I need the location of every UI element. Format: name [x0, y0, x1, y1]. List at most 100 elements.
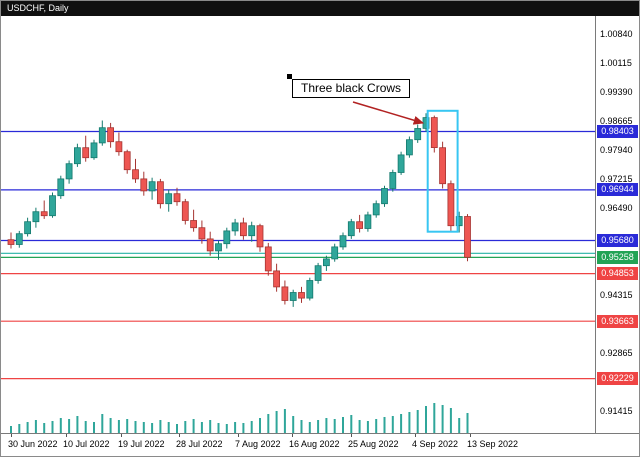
price-tick-label: 0.91415 — [600, 406, 633, 417]
volume-bar — [242, 423, 245, 433]
volume-bar — [259, 418, 261, 433]
volume-bar — [76, 416, 79, 433]
candle-body — [98, 127, 106, 144]
price-level-badge: 0.95258 — [597, 250, 638, 264]
volume-bar — [217, 423, 220, 433]
volume-bar — [167, 422, 170, 433]
candle-body — [24, 221, 32, 235]
chart-plot-area[interactable]: Three black Crows — [1, 16, 595, 433]
time-tick — [66, 434, 67, 437]
volume-bar — [51, 421, 54, 433]
volume-bar — [200, 422, 203, 433]
candle-body — [264, 246, 272, 272]
volume-bar — [375, 419, 378, 433]
price-tick-label: 0.97215 — [600, 174, 633, 185]
candle-body — [148, 181, 156, 192]
candle-body — [215, 243, 222, 252]
volume-bar — [466, 413, 469, 433]
time-tick-label: 4 Sep 2022 — [412, 439, 459, 449]
volume-bar — [350, 415, 353, 433]
time-tick — [351, 434, 352, 437]
volume-bar — [142, 422, 145, 433]
candle-body — [347, 221, 355, 237]
candle-body — [123, 151, 131, 171]
candle-body — [156, 181, 164, 205]
candle-body — [82, 147, 90, 159]
price-axis[interactable]: 1.00840 1.00115 0.99390 0.98665 0.97940 0.972… — [595, 16, 639, 433]
price-tick-label: 0.97940 — [600, 145, 633, 156]
time-tick — [121, 434, 122, 437]
volume-bar — [308, 422, 311, 433]
candle-body — [314, 265, 322, 281]
candle-body — [389, 172, 397, 189]
candle-body — [464, 216, 471, 258]
volume-bar — [109, 418, 112, 433]
candle-body — [322, 258, 330, 267]
volume-bar — [18, 424, 21, 433]
candle-body — [306, 280, 314, 299]
price-level-badge: 0.92229 — [597, 372, 638, 386]
candle-body — [256, 225, 264, 248]
volume-bar — [283, 409, 286, 433]
candle-body — [455, 216, 463, 227]
candle-body — [439, 147, 447, 185]
time-axis[interactable]: 30 Jun 2022 10 Jul 2022 19 Jul 2022 28 Jul … — [1, 433, 639, 456]
candle-body — [397, 154, 405, 173]
candle-body — [447, 183, 455, 227]
volume-bar — [225, 424, 228, 433]
candle-body — [65, 163, 73, 180]
volume-bar — [84, 421, 87, 433]
price-level-badge: 0.98403 — [597, 125, 638, 139]
pattern-annotation[interactable]: Three black Crows — [292, 79, 411, 98]
volume-bar — [10, 426, 12, 433]
candles-group — [7, 113, 471, 307]
time-tick — [11, 434, 12, 437]
candle-body — [331, 246, 339, 260]
volume-bar — [425, 406, 427, 433]
candle-body — [165, 193, 173, 205]
volume-bar — [34, 420, 37, 433]
volume-bar — [317, 420, 320, 433]
candle-body — [356, 221, 364, 229]
price-tick-label: 1.00840 — [600, 29, 633, 39]
volume-bar — [433, 403, 436, 433]
volume-bar — [209, 420, 212, 433]
volume-bar — [151, 423, 154, 433]
annotation-arrow[interactable] — [352, 101, 425, 125]
pattern-rectangle[interactable] — [426, 109, 459, 233]
price-level-badge: 0.94853 — [597, 267, 638, 281]
volume-bar — [383, 417, 386, 433]
volume-bar — [292, 416, 295, 433]
candle-body — [90, 142, 98, 159]
candle-body — [181, 201, 189, 221]
candle-body — [206, 238, 214, 252]
candle-body — [32, 211, 40, 223]
candle-body — [339, 235, 347, 248]
candle-body — [414, 128, 422, 141]
title-bar: USDCHF, Daily — [1, 1, 639, 16]
candle-body — [231, 222, 239, 232]
time-tick-label: 30 Jun 2022 — [8, 439, 58, 449]
price-tick-label: 0.94315 — [600, 290, 633, 301]
candle-body — [57, 178, 65, 197]
pattern-annotation-text: Three black Crows — [301, 81, 402, 95]
price-tick-label: 0.96490 — [600, 203, 633, 214]
volume-bar — [126, 419, 129, 433]
candle-body — [173, 193, 181, 203]
candle-body — [289, 292, 297, 301]
candle-body — [298, 292, 305, 299]
volume-bar — [176, 424, 178, 433]
time-tick — [292, 434, 293, 437]
candle-body — [372, 203, 380, 216]
candle-body — [49, 195, 56, 217]
volume-bar — [93, 422, 95, 433]
candle-body — [190, 220, 198, 229]
volume-bar — [441, 405, 444, 433]
volume-bar — [325, 418, 328, 433]
volume-bar — [300, 420, 303, 433]
volume-bar — [250, 421, 253, 433]
annotation-anchor — [287, 74, 292, 79]
time-tick-label: 28 Jul 2022 — [176, 439, 223, 449]
time-tick — [238, 434, 239, 437]
